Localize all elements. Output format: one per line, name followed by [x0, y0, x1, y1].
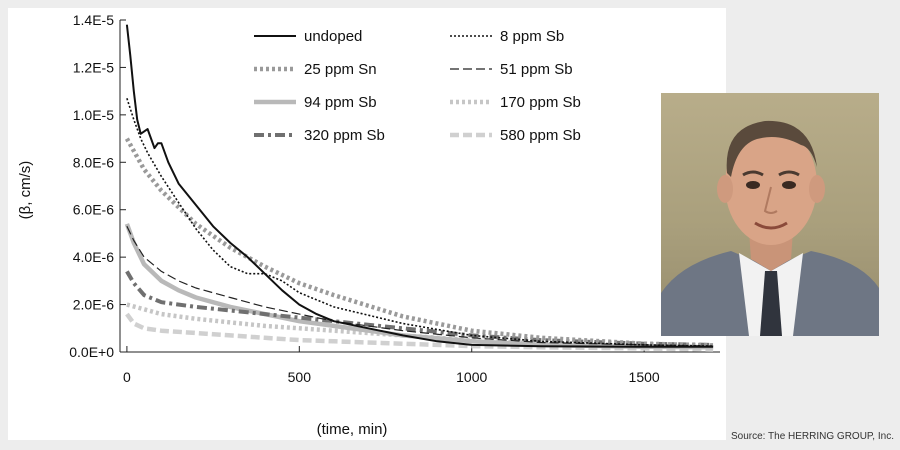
chart-panel: 0.0E+0 2.0E-6 4.0E-6 6.0E-6 8.0E-6 1.0E-5 1.2E… — [8, 8, 726, 440]
legend-label: 580 ppm Sb — [500, 127, 581, 144]
chart-axes: 0.0E+0 2.0E-6 4.0E-6 6.0E-6 8.0E-6 1.0E-5 1.2E… — [69, 12, 720, 385]
portrait-eye-left — [746, 181, 760, 189]
series-line-51-ppm-sb — [126, 226, 714, 347]
y-tick-label: 4.0E-6 — [73, 249, 114, 265]
series-line-25-ppm-sn — [124, 137, 714, 348]
series-line-320-ppm-sb — [125, 270, 714, 347]
portrait-photo — [661, 93, 879, 336]
legend-label: 170 ppm Sb — [500, 94, 581, 111]
y-tick-label: 0.0E+0 — [69, 344, 114, 360]
portrait-ear-left — [717, 175, 733, 203]
x-tick-label: 500 — [288, 369, 312, 385]
x-tick-label: 0 — [123, 369, 131, 385]
y-tick-label: 1.0E-5 — [73, 107, 114, 123]
legend-label: 320 ppm Sb — [304, 127, 385, 144]
y-tick-label: 6.0E-6 — [73, 202, 114, 218]
series-line-580-ppm-sb — [125, 312, 714, 352]
series-line-8-ppm-sb — [126, 98, 714, 347]
portrait-face — [725, 125, 817, 245]
legend-label: undoped — [304, 28, 362, 45]
x-tick-label: 1000 — [456, 369, 487, 385]
portrait-hair — [726, 120, 817, 177]
legend-label: 51 ppm Sb — [500, 61, 573, 78]
legend-label: 25 ppm Sn — [304, 61, 377, 78]
portrait-eye-right — [782, 181, 796, 189]
y-tick-label: 2.0E-6 — [73, 297, 114, 313]
chart-legend: undoped 8 ppm Sb 25 ppm Sn 51 ppm Sb 94 ppm … — [254, 28, 581, 144]
portrait-smile — [754, 221, 788, 230]
x-tick-label: 1500 — [629, 369, 660, 385]
x-axis-label: (time, min) — [317, 421, 388, 438]
y-axis-label: (β, cm/s) — [17, 161, 34, 220]
legend-label: 94 ppm Sb — [304, 94, 377, 111]
y-tick-label: 8.0E-6 — [73, 154, 114, 170]
line-chart: 0.0E+0 2.0E-6 4.0E-6 6.0E-6 8.0E-6 1.0E-5 1.2E… — [17, 12, 720, 438]
legend-label: 8 ppm Sb — [500, 28, 564, 45]
portrait-illustration — [661, 120, 879, 336]
chart-series — [124, 24, 714, 352]
y-tick-label: 1.2E-5 — [73, 59, 114, 75]
portrait-brows — [742, 170, 800, 177]
portrait-ear-right — [809, 175, 825, 203]
source-credit: Source: The HERRING GROUP, Inc. — [730, 431, 894, 442]
y-tick-label: 1.4E-5 — [73, 12, 114, 28]
portrait-tie — [760, 271, 782, 336]
series-line-undoped — [125, 24, 714, 348]
portrait-nose — [763, 186, 778, 214]
